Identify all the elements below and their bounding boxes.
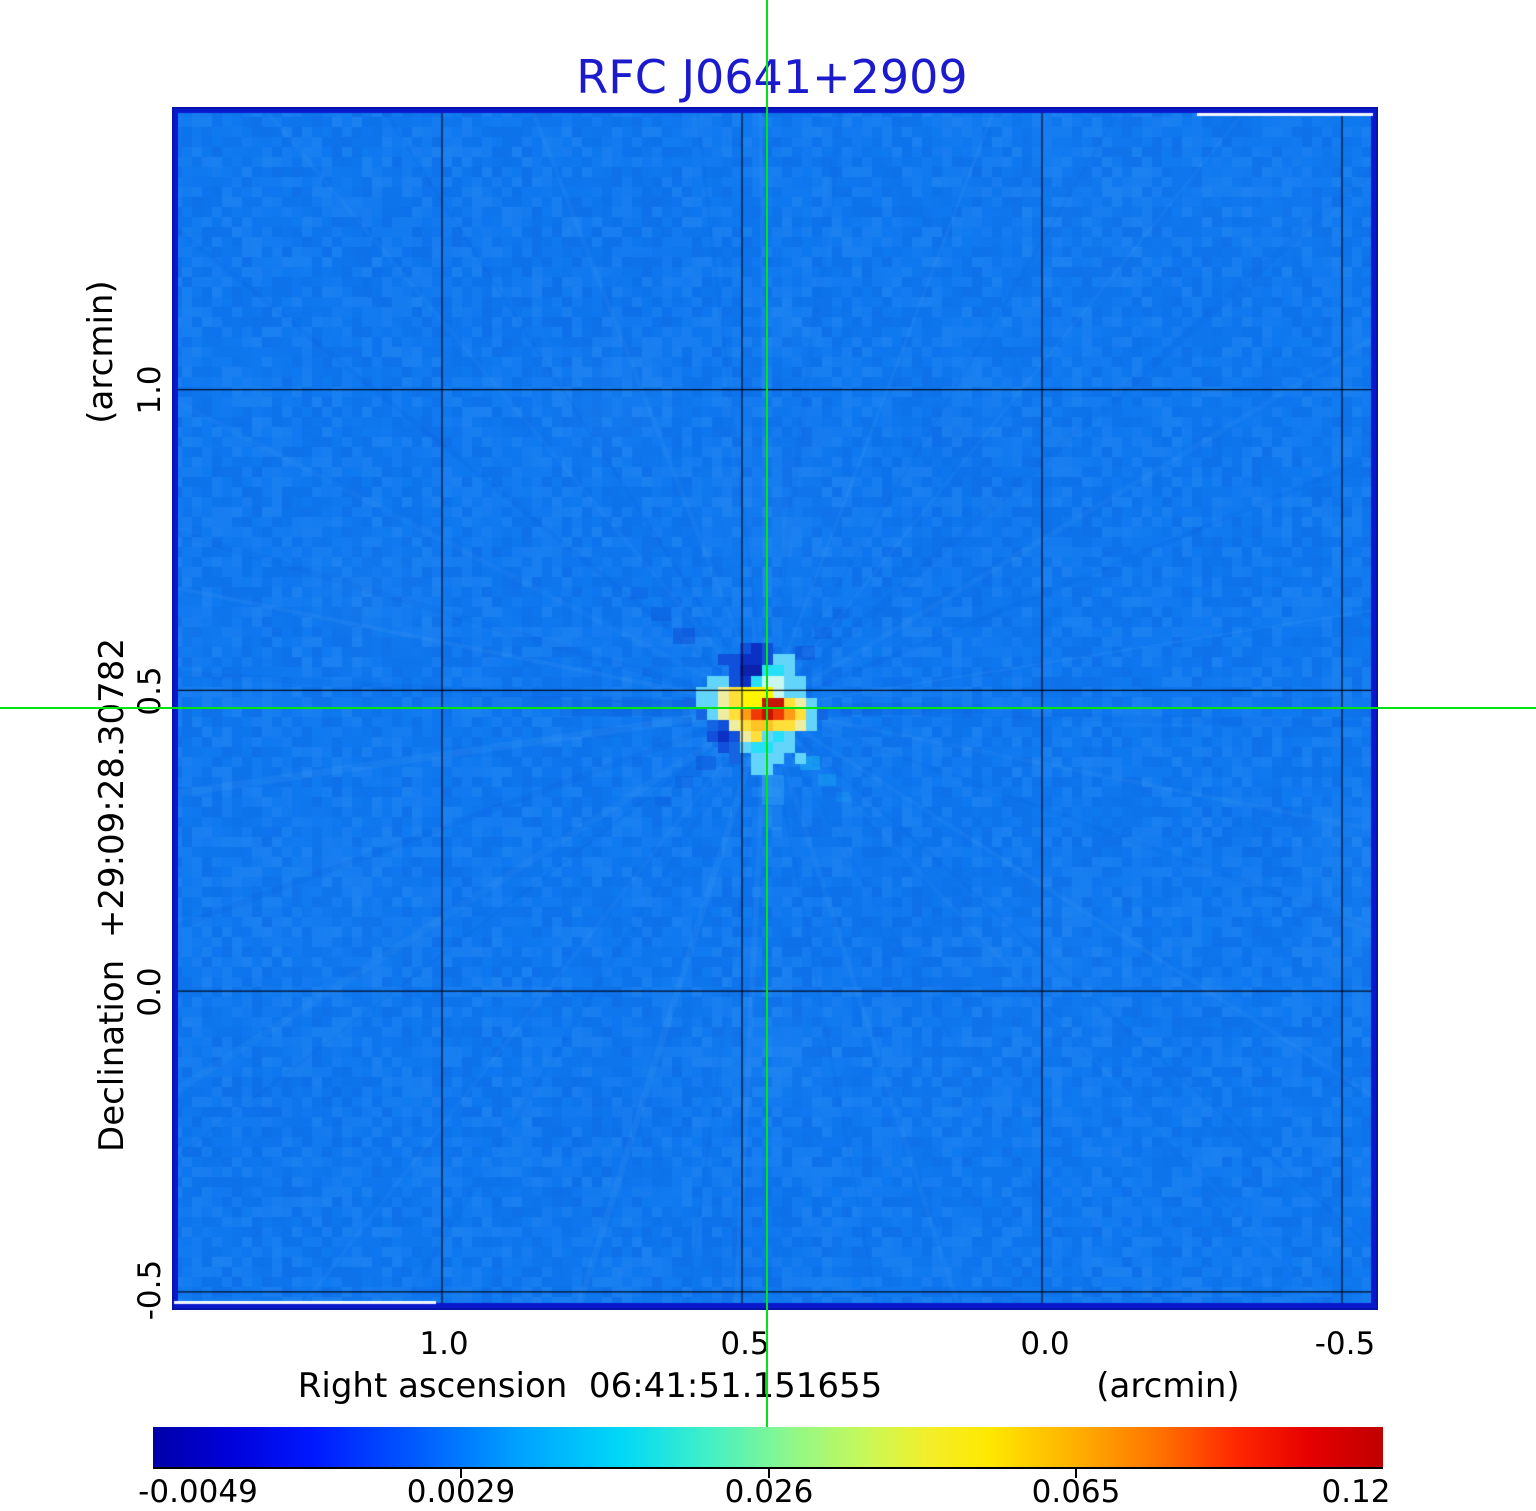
- x-tick-1.0: 1.0: [419, 1326, 469, 1362]
- y-axis-unit-label: (arcmin): [81, 280, 121, 424]
- colorbar-label-q1: 0.0029: [406, 1474, 516, 1510]
- x-tick-neg0.5: -0.5: [1314, 1326, 1376, 1362]
- colorbar-tick-0.0029: [460, 1468, 462, 1478]
- x-tick-0.5: 0.5: [720, 1326, 770, 1362]
- x-axis-unit-label: (arcmin): [1096, 1366, 1240, 1406]
- colorbar-tick-0.065: [1075, 1468, 1077, 1478]
- x-tick-0.0: 0.0: [1020, 1326, 1070, 1362]
- colorbar-label-mid: 0.026: [724, 1474, 814, 1510]
- y-axis-label-declination: Declination +29:09:28.30782: [92, 638, 132, 1152]
- colorbar-tick-0.026: [768, 1468, 770, 1478]
- colorbar-gradient: [153, 1427, 1383, 1469]
- y-tick-1.0: 1.0: [132, 365, 168, 415]
- y-tick-0.0: 0.0: [132, 967, 168, 1017]
- plot-title: RFC J0641+2909: [576, 50, 968, 104]
- x-axis-label-right-ascension: Right ascension 06:41:51.151655: [297, 1366, 883, 1406]
- colorbar-label-q3: 0.065: [1031, 1474, 1121, 1510]
- colorbar-label-min: -0.0049: [138, 1474, 258, 1510]
- crosshair-horizontal-line: [0, 707, 1536, 709]
- crosshair-vertical-line: [766, 0, 768, 1427]
- colorbar-label-max: 0.12: [1321, 1474, 1391, 1510]
- y-tick-neg0.5: -0.5: [132, 1259, 168, 1321]
